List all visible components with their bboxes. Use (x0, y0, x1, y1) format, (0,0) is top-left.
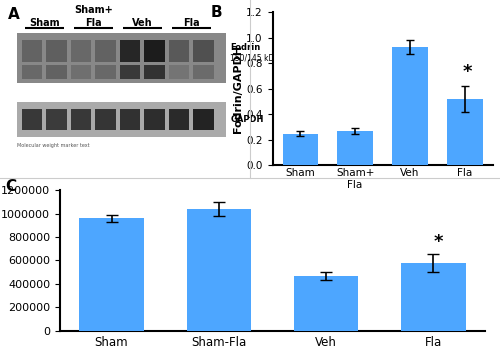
FancyBboxPatch shape (144, 109, 165, 130)
FancyBboxPatch shape (22, 65, 42, 79)
FancyBboxPatch shape (193, 109, 214, 130)
Text: Sham: Sham (29, 18, 60, 27)
Text: Sham+: Sham+ (74, 5, 112, 15)
FancyBboxPatch shape (17, 33, 226, 83)
FancyBboxPatch shape (168, 40, 190, 62)
FancyBboxPatch shape (144, 65, 165, 79)
FancyBboxPatch shape (46, 109, 67, 130)
Bar (80, 218, 144, 331)
Text: GAPDH: GAPDH (230, 115, 264, 124)
Text: Fla: Fla (183, 18, 200, 27)
FancyBboxPatch shape (144, 40, 165, 62)
FancyBboxPatch shape (120, 40, 141, 62)
FancyBboxPatch shape (95, 109, 116, 130)
Bar (392, 47, 428, 165)
Y-axis label: Fodrin/GAPDH: Fodrin/GAPDH (234, 45, 243, 133)
FancyBboxPatch shape (22, 40, 42, 62)
FancyBboxPatch shape (168, 65, 190, 79)
Text: B: B (211, 5, 222, 20)
FancyBboxPatch shape (193, 65, 214, 79)
FancyBboxPatch shape (22, 109, 42, 130)
Text: Veh: Veh (132, 18, 152, 27)
FancyBboxPatch shape (193, 40, 214, 62)
FancyBboxPatch shape (70, 109, 92, 130)
Text: *: * (434, 233, 444, 251)
FancyBboxPatch shape (95, 40, 116, 62)
FancyBboxPatch shape (168, 109, 190, 130)
Text: *: * (462, 63, 472, 81)
FancyBboxPatch shape (17, 102, 226, 137)
FancyBboxPatch shape (70, 65, 92, 79)
FancyBboxPatch shape (46, 65, 67, 79)
Text: Fodrin: Fodrin (230, 43, 260, 52)
Text: Fla: Fla (85, 18, 102, 27)
Text: C: C (5, 179, 16, 194)
Bar (294, 276, 358, 331)
Text: Molecular weight marker text: Molecular weight marker text (17, 143, 90, 147)
Text: 150/145 kDa: 150/145 kDa (230, 54, 280, 63)
FancyBboxPatch shape (120, 109, 141, 130)
FancyBboxPatch shape (46, 40, 67, 62)
FancyBboxPatch shape (70, 40, 92, 62)
FancyBboxPatch shape (120, 65, 141, 79)
Bar (338, 131, 373, 165)
Bar (447, 99, 482, 165)
Bar (402, 263, 466, 331)
FancyBboxPatch shape (95, 65, 116, 79)
Bar (282, 133, 318, 165)
Text: A: A (8, 7, 19, 22)
Bar (186, 209, 251, 331)
